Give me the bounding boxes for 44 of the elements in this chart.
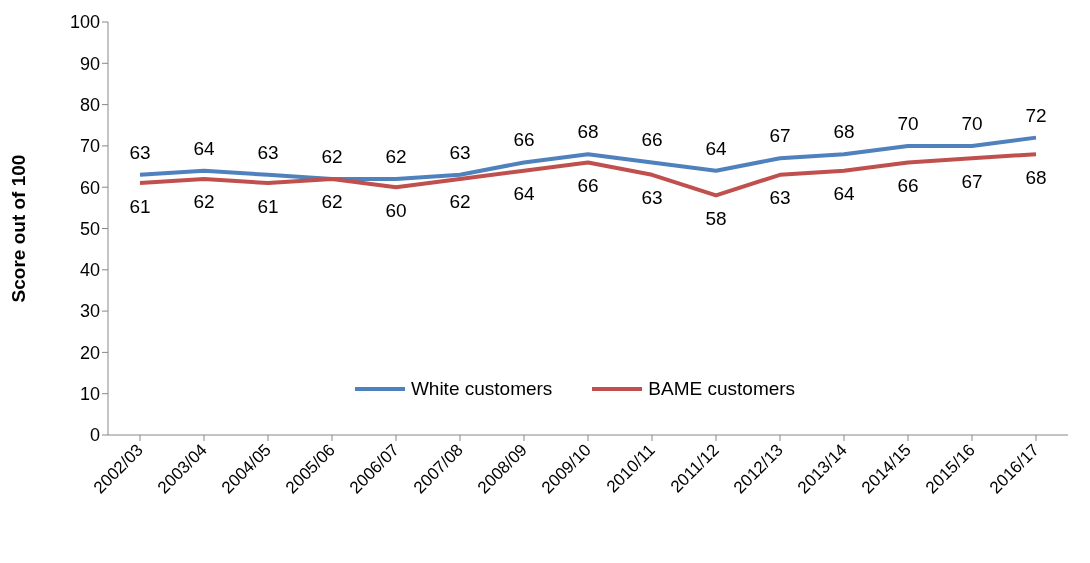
data-label: 68: [1025, 166, 1047, 188]
data-label: 70: [961, 112, 983, 134]
data-label: 58: [705, 207, 727, 229]
y-axis-title: Score out of 100: [7, 154, 29, 303]
y-tick-label: 0: [89, 425, 100, 446]
y-tick-label: 40: [79, 260, 100, 281]
data-label: 62: [449, 191, 471, 213]
data-label: 72: [1025, 104, 1047, 126]
y-tick-label: 60: [79, 177, 100, 198]
data-label: 66: [513, 129, 535, 151]
y-tick-label: 100: [69, 12, 100, 33]
data-label: 60: [385, 199, 407, 221]
data-label: 62: [321, 191, 343, 213]
y-tick-label: 50: [79, 218, 100, 239]
legend-label: BAME customers: [648, 378, 796, 400]
data-label: 64: [705, 137, 727, 159]
data-label: 66: [897, 174, 919, 196]
data-label: 64: [193, 137, 215, 159]
data-label: 67: [961, 170, 983, 192]
data-label: 61: [129, 195, 151, 217]
data-label: 64: [513, 183, 535, 205]
data-label: 63: [449, 141, 471, 163]
data-label: 62: [321, 145, 343, 167]
y-tick-label: 20: [79, 342, 100, 363]
data-label: 64: [833, 183, 855, 205]
data-label: 66: [641, 129, 663, 151]
data-label: 62: [193, 191, 215, 213]
data-label: 67: [769, 125, 791, 147]
data-label: 63: [641, 187, 663, 209]
data-label: 68: [833, 121, 855, 143]
y-tick-label: 90: [79, 53, 100, 74]
data-label: 62: [385, 145, 407, 167]
y-tick-label: 10: [79, 384, 100, 405]
data-label: 66: [577, 174, 599, 196]
data-label: 63: [769, 187, 791, 209]
y-tick-label: 30: [79, 301, 100, 322]
data-label: 68: [577, 121, 599, 143]
data-label: 70: [897, 112, 919, 134]
data-label: 63: [257, 141, 279, 163]
y-tick-label: 70: [79, 136, 100, 157]
legend-label: White customers: [410, 378, 553, 400]
data-label: 61: [257, 195, 279, 217]
data-label: 63: [129, 141, 151, 163]
y-tick-label: 80: [79, 94, 100, 115]
